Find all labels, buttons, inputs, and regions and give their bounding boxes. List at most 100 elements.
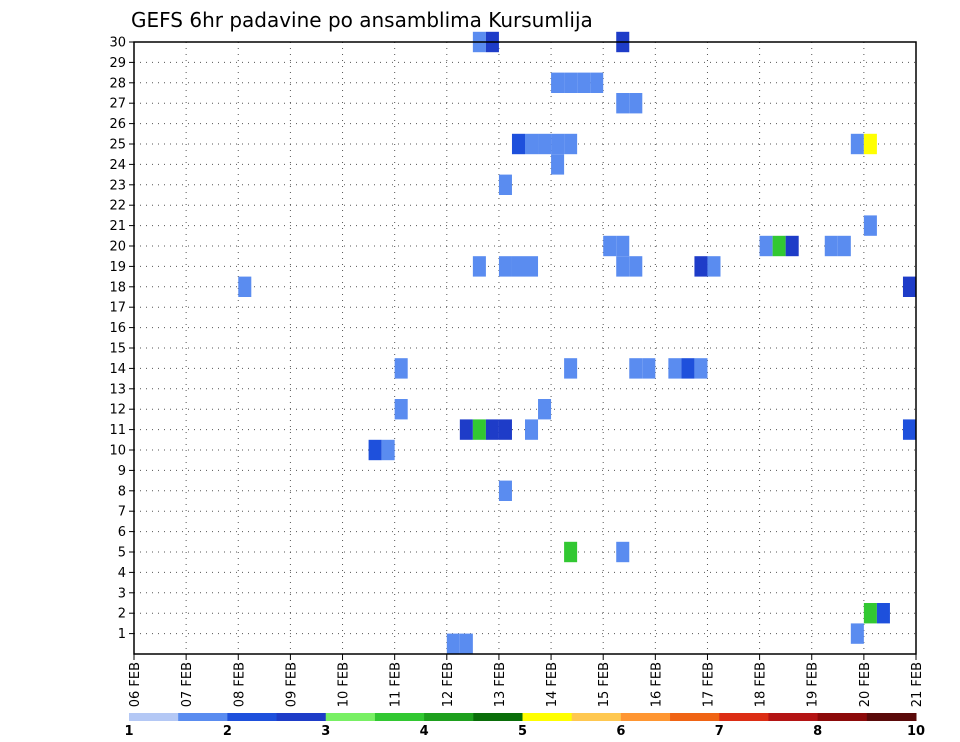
precip-cell: [538, 133, 552, 155]
precip-cell: [564, 133, 578, 155]
x-tick-label: 19 FEB: [806, 662, 821, 707]
x-tick-label: 16 FEB: [649, 662, 664, 707]
y-tick-label: 2: [118, 607, 126, 622]
legend-swatch: [325, 713, 376, 721]
x-tick-label: 21 FEB: [910, 662, 925, 707]
precip-cell: [616, 235, 630, 257]
precip-cell: [498, 256, 512, 277]
grid: [134, 41, 916, 654]
legend-swatch: [768, 713, 819, 721]
precip-cell: [381, 439, 395, 461]
y-tick-label: 14: [109, 362, 126, 377]
x-tick-label: 14 FEB: [545, 662, 560, 707]
precip-cell: [538, 399, 552, 420]
precip-cell: [681, 358, 695, 379]
legend-label: 3: [321, 724, 330, 739]
precip-cell: [459, 633, 473, 654]
precip-cell: [551, 72, 565, 93]
y-tick-label: 21: [109, 219, 126, 234]
y-tick-label: 16: [109, 321, 126, 336]
legend-swatch: [571, 713, 622, 721]
y-tick-label: 20: [109, 240, 126, 255]
legend-swatch: [719, 713, 769, 721]
legend-swatch: [866, 713, 917, 721]
legend-swatch: [817, 713, 868, 721]
precip-cell: [551, 133, 565, 155]
precip-cell: [876, 603, 890, 624]
precip-cell: [564, 541, 578, 563]
precip-cell: [863, 215, 877, 236]
precip-cell: [850, 133, 864, 155]
y-tick-label: 11: [109, 423, 126, 438]
precip-cell: [525, 419, 539, 440]
precip-cell: [551, 154, 565, 175]
precip-cell: [498, 174, 512, 195]
precip-cell: [902, 419, 916, 440]
y-tick-label: 17: [109, 301, 126, 316]
y-tick-label: 3: [118, 586, 126, 601]
precip-cell: [446, 633, 460, 654]
legend-swatch: [424, 713, 474, 721]
y-tick-label: 7: [118, 505, 126, 520]
y-axis: 1234567891011121314151617181920212223242…: [109, 36, 134, 642]
y-tick-label: 28: [109, 76, 126, 91]
legend-label: 6: [616, 724, 625, 739]
precip-cell: [694, 358, 708, 379]
y-tick-label: 25: [109, 138, 126, 153]
precip-cell: [759, 235, 773, 257]
y-tick-label: 4: [118, 566, 126, 581]
precip-cell: [459, 419, 473, 440]
y-tick-label: 12: [109, 403, 126, 418]
precip-cell: [863, 603, 877, 624]
legend-label: 5: [518, 724, 527, 739]
legend-swatch: [276, 713, 327, 721]
x-axis: 06 FEB 07 FEB 08 FEB 09 FEB 10 FEB 11 FEB 12 F…: [128, 654, 925, 707]
legend-label: 7: [715, 724, 724, 739]
precip-cell: [603, 235, 617, 257]
precip-cell: [837, 235, 851, 257]
x-tick-label: 17 FEB: [701, 662, 716, 707]
y-tick-label: 1: [118, 627, 126, 642]
legend-label: 10: [907, 724, 925, 739]
y-tick-label: 23: [109, 178, 126, 193]
y-tick-label: 24: [109, 158, 126, 173]
precip-cell: [498, 480, 512, 501]
x-tick-label: 07 FEB: [180, 662, 195, 707]
precip-cell: [498, 419, 512, 440]
precip-cell: [564, 358, 578, 379]
precip-cell: [485, 419, 499, 440]
precip-cell: [772, 235, 786, 257]
x-tick-label: 12 FEB: [441, 662, 456, 707]
chart-title: GEFS 6hr padavine po ansamblima Kursumli…: [131, 8, 593, 32]
precip-cell: [511, 133, 525, 155]
y-tick-label: 10: [109, 444, 126, 459]
precip-cell: [616, 93, 630, 114]
x-tick-label: 11 FEB: [389, 662, 404, 707]
y-tick-label: 15: [109, 342, 126, 357]
legend-swatch: [620, 713, 671, 721]
precip-cell: [642, 358, 656, 379]
precip-cell: [472, 419, 486, 440]
y-tick-label: 18: [109, 280, 126, 295]
precip-cell: [394, 399, 408, 420]
precip-cell: [511, 256, 525, 277]
precip-cell: [863, 133, 877, 155]
precip-cell: [824, 235, 838, 257]
legend-label: 4: [420, 724, 429, 739]
precip-cell: [694, 256, 708, 277]
precip-cell: [629, 93, 643, 114]
legend-swatch: [129, 713, 179, 721]
legend-swatch: [670, 713, 720, 721]
precip-cell: [850, 623, 864, 644]
y-tick-label: 26: [109, 117, 126, 132]
legend-label: 1: [124, 724, 133, 739]
y-tick-label: 19: [109, 260, 126, 275]
precip-cell: [394, 358, 408, 379]
precip-cell: [238, 276, 252, 297]
y-tick-label: 30: [109, 36, 126, 51]
legend-swatch: [473, 713, 523, 721]
y-tick-label: 5: [118, 546, 126, 561]
legend-swatch: [522, 713, 573, 721]
x-tick-label: 20 FEB: [858, 662, 873, 707]
